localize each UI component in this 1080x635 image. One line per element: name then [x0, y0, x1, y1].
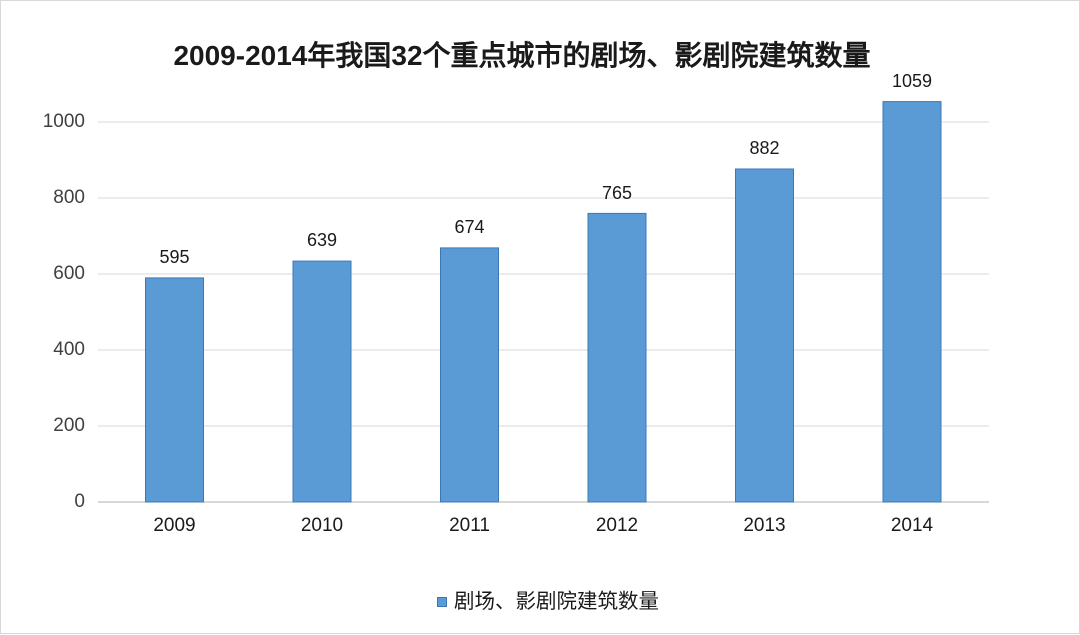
svg-text:1000: 1000	[43, 111, 85, 132]
svg-text:2012: 2012	[596, 515, 638, 536]
svg-text:674: 674	[454, 217, 484, 237]
svg-text:400: 400	[53, 339, 85, 360]
svg-text:0: 0	[74, 491, 85, 512]
svg-text:882: 882	[749, 138, 779, 158]
svg-text:765: 765	[602, 183, 632, 203]
svg-text:2014: 2014	[891, 515, 934, 536]
svg-text:2009: 2009	[153, 515, 195, 536]
svg-text:200: 200	[53, 415, 85, 436]
svg-text:2013: 2013	[743, 515, 785, 536]
svg-text:600: 600	[53, 263, 85, 284]
svg-text:595: 595	[159, 247, 189, 267]
svg-text:639: 639	[307, 230, 337, 250]
svg-text:2010: 2010	[301, 515, 343, 536]
svg-text:2011: 2011	[449, 515, 490, 536]
svg-text:1059: 1059	[892, 71, 932, 91]
svg-text:800: 800	[53, 187, 85, 208]
